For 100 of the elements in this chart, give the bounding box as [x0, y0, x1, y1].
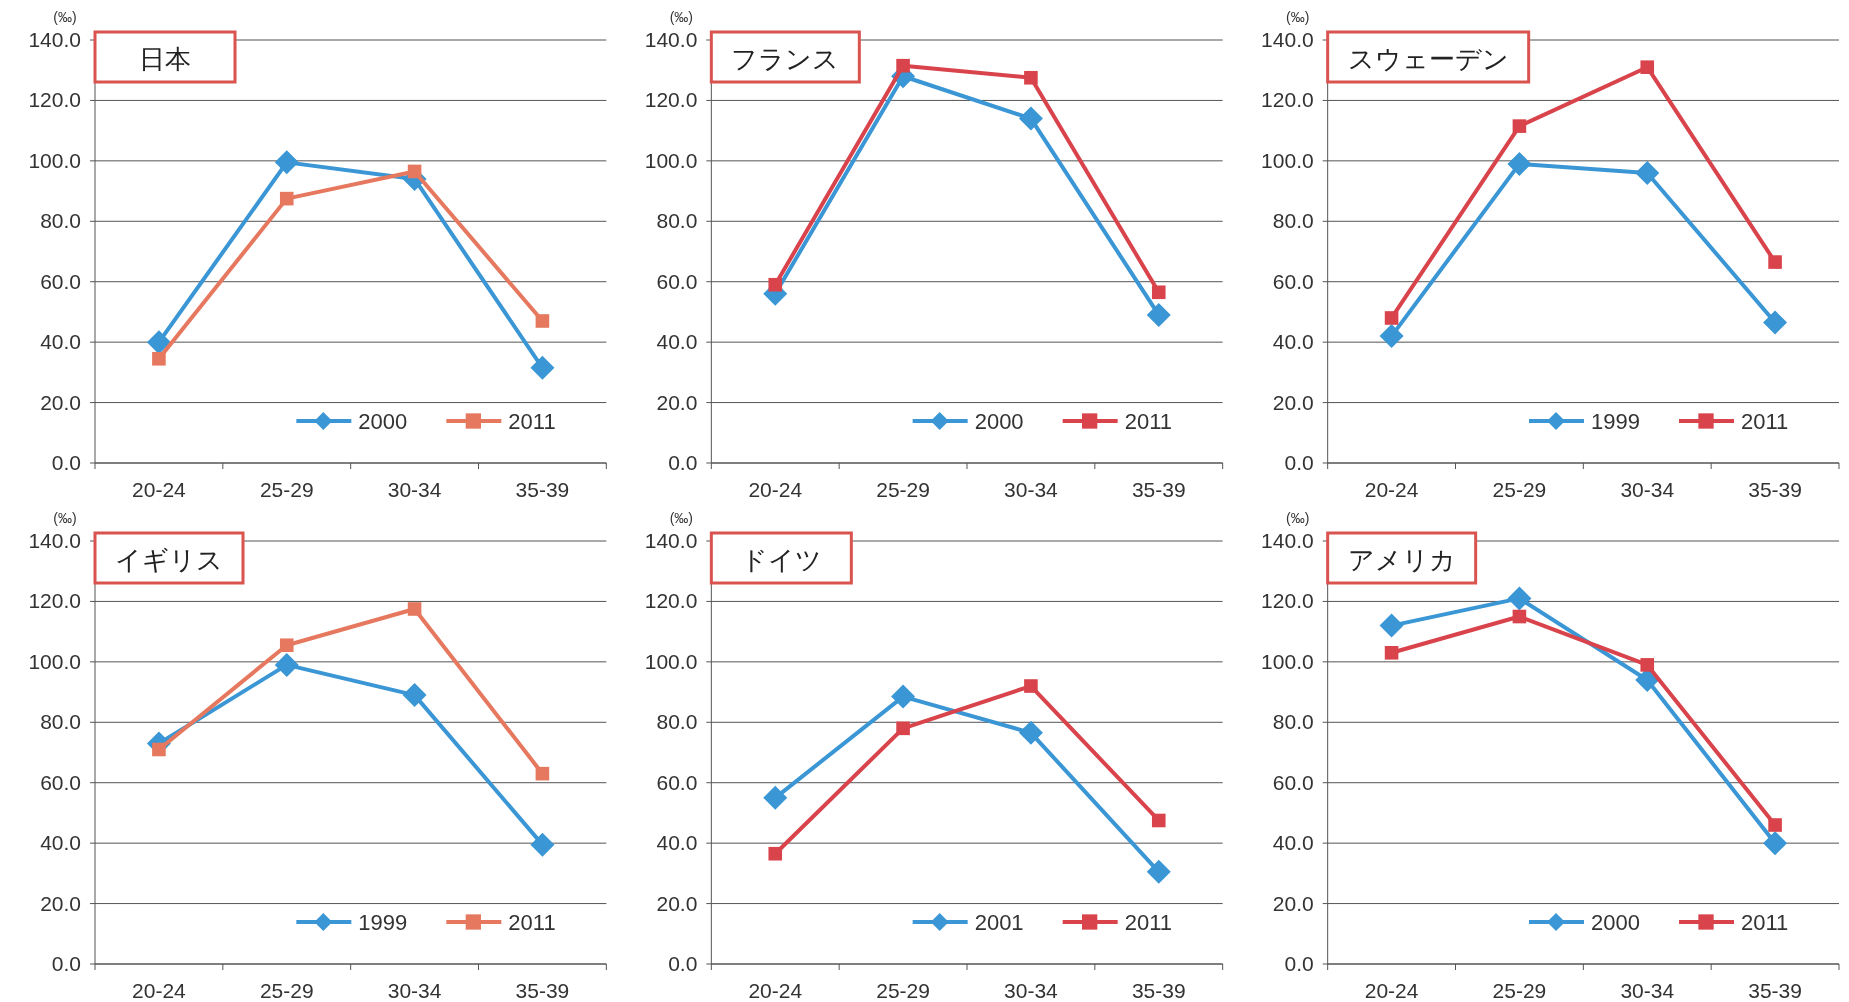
point	[407, 164, 422, 179]
point	[152, 351, 166, 366]
y-tick-label: 140.0	[28, 529, 81, 552]
y-tick-label: 0.0	[668, 451, 698, 474]
point	[535, 766, 550, 781]
chart-title: フランス	[731, 44, 840, 74]
point	[1146, 859, 1171, 884]
legend-label: 2011	[508, 910, 556, 935]
point	[1640, 60, 1655, 74]
point	[1763, 831, 1788, 856]
title-frame: スウェーデン	[1326, 30, 1531, 84]
x-tick-label: 25-29	[876, 478, 930, 501]
point	[274, 652, 299, 677]
point	[1512, 609, 1527, 624]
y-tick-label: 140.0	[1261, 529, 1314, 552]
y-tick-label: 100.0	[28, 649, 81, 673]
x-tick-label: 30-34	[1620, 979, 1675, 1002]
chart-title: アメリカ	[1347, 545, 1456, 575]
point	[279, 638, 294, 653]
legend-label: 2000	[1591, 910, 1640, 935]
y-tick-label: 40.0	[1272, 831, 1314, 855]
point	[891, 684, 916, 709]
point	[535, 314, 550, 328]
x-tick-label: 20-24	[1364, 979, 1419, 1002]
point	[763, 785, 788, 810]
x-tick-label: 30-34	[1620, 478, 1675, 501]
y-tick-label: 0.0	[668, 952, 698, 975]
y-tick-label: 100.0	[644, 649, 698, 673]
x-tick-label: 25-29	[259, 979, 314, 1002]
x-tick-label: 35-39	[1131, 478, 1186, 501]
point	[1151, 285, 1166, 300]
y-tick-label: 120.0	[28, 589, 81, 613]
point	[1146, 302, 1171, 327]
y-axis-title: (‰)	[669, 9, 693, 25]
x-tick-label: 30-34	[387, 478, 442, 501]
x-tick-label: 25-29	[876, 979, 930, 1002]
point	[896, 58, 910, 73]
legend-label: 2000	[974, 409, 1024, 434]
point	[1512, 119, 1527, 133]
x-tick-label: 20-24	[132, 478, 187, 501]
x-tick-label: 30-34	[1004, 979, 1059, 1002]
chart-title: ドイツ	[740, 545, 822, 575]
y-tick-label: 80.0	[1272, 209, 1314, 233]
point	[1379, 324, 1404, 349]
y-tick-label: 40.0	[40, 330, 81, 354]
title-frame: イギリス	[93, 531, 245, 585]
y-tick-label: 140.0	[28, 28, 81, 51]
point	[1018, 106, 1043, 131]
x-tick-label: 25-29	[1492, 478, 1547, 501]
point	[1635, 160, 1660, 185]
point	[407, 602, 422, 616]
point	[1507, 586, 1532, 611]
y-tick-label: 80.0	[656, 710, 698, 734]
y-axis-title: (‰)	[53, 510, 77, 526]
y-tick-label: 20.0	[1272, 390, 1314, 414]
y-axis-title: (‰)	[53, 9, 77, 25]
title-frame: 日本	[93, 30, 237, 84]
point	[530, 832, 555, 857]
x-tick-label: 20-24	[1364, 478, 1419, 501]
point	[1379, 613, 1404, 638]
point	[768, 277, 783, 292]
point	[1018, 720, 1043, 745]
y-tick-label: 40.0	[656, 330, 698, 354]
y-tick-label: 80.0	[40, 710, 81, 734]
y-tick-label: 80.0	[1272, 710, 1314, 734]
y-tick-label: 40.0	[1272, 330, 1314, 354]
point	[1024, 679, 1038, 693]
x-tick-label: 35-39	[1748, 478, 1802, 501]
y-tick-label: 80.0	[656, 209, 698, 233]
y-tick-label: 20.0	[40, 891, 81, 915]
point	[768, 846, 783, 861]
point	[152, 742, 166, 757]
y-tick-label: 120.0	[644, 88, 698, 112]
y-tick-label: 20.0	[40, 390, 81, 414]
legend-label: 2011	[508, 409, 556, 434]
point	[1384, 645, 1399, 660]
point	[1768, 818, 1782, 832]
x-tick-label: 20-24	[132, 979, 187, 1002]
legend-label: 2011	[1741, 910, 1789, 935]
point	[279, 191, 294, 206]
y-tick-label: 120.0	[28, 88, 81, 112]
y-tick-label: 0.0	[1284, 952, 1314, 975]
y-tick-label: 100.0	[1261, 148, 1314, 172]
y-tick-label: 60.0	[656, 269, 698, 293]
x-tick-label: 35-39	[515, 478, 570, 501]
y-tick-label: 120.0	[1261, 589, 1314, 613]
y-tick-label: 20.0	[656, 390, 698, 414]
point	[1151, 813, 1166, 828]
y-tick-label: 140.0	[644, 28, 698, 51]
y-tick-label: 60.0	[40, 269, 81, 293]
legend-label: 2011	[1124, 409, 1172, 434]
y-tick-label: 20.0	[656, 891, 698, 915]
y-tick-label: 0.0	[1284, 451, 1314, 474]
point	[1763, 310, 1788, 335]
y-tick-label: 140.0	[1261, 28, 1314, 51]
x-tick-label: 20-24	[748, 478, 803, 501]
y-tick-label: 20.0	[1272, 891, 1314, 915]
y-tick-label: 60.0	[40, 770, 81, 794]
legend-label: 2000	[358, 409, 408, 434]
y-tick-label: 0.0	[51, 952, 81, 975]
